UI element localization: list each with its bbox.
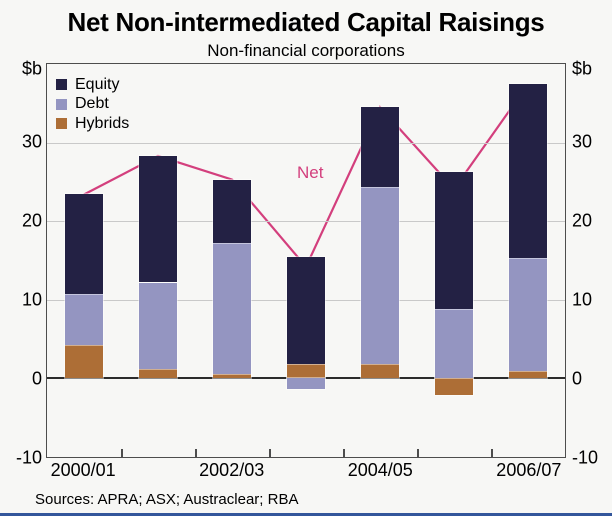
bar-segment-debt: [139, 282, 177, 369]
bar-2005/06: [417, 64, 491, 457]
chart-row: $b -10 0 10 20 30 Equity Debt Hybrids Net $b -…: [0, 59, 612, 468]
bar-2003/04: [269, 64, 343, 457]
y-tick-label--10: -10: [572, 447, 599, 468]
bar-segment-hybrids: [361, 364, 399, 379]
bar-segment-debt: [361, 186, 399, 365]
bar-2006/07: [491, 64, 565, 457]
x-tick-mark: [195, 449, 197, 457]
bar-segment-equity: [139, 155, 177, 283]
bar-segment-debt: [287, 378, 325, 389]
bar-2002/03: [195, 64, 269, 457]
y-axis-right: $b -10 0 10 20 30: [566, 59, 612, 468]
bar-segment-equity: [65, 194, 103, 295]
y-tick-label-20: 20: [572, 210, 593, 231]
sources-note: Sources: APRA; ASX; Austraclear; RBA: [35, 491, 299, 508]
y-tick-label-20: 20: [21, 210, 42, 231]
legend-label: Debt: [75, 95, 109, 113]
legend-swatch-debt: [56, 98, 67, 110]
legend: Equity Debt Hybrids: [56, 75, 129, 134]
chart-subtitle: Non-financial corporations: [207, 41, 405, 60]
x-tick-mark: [269, 449, 271, 457]
bar-2001/02: [121, 64, 195, 457]
bar-segment-debt: [435, 309, 473, 379]
bar-segment-equity: [361, 107, 399, 187]
net-line-label: Net: [297, 163, 324, 182]
bar-segment-hybrids: [287, 364, 325, 379]
legend-swatch-hybrids: [56, 118, 67, 130]
bar-2004/05: [343, 64, 417, 457]
x-tick-label-2002-03: 2002/03: [199, 460, 265, 480]
y-tick-label-0: 0: [572, 368, 583, 389]
y-axis-unit-right: $b: [572, 58, 593, 79]
y-tick-label-10: 10: [572, 289, 593, 310]
gridline-y-20: [47, 221, 565, 223]
gridline-y-30: [47, 142, 565, 144]
y-tick-label-0: 0: [31, 368, 42, 389]
footer-rule: [0, 513, 612, 516]
bar-segment-hybrids: [213, 374, 251, 379]
x-tick-mark: [417, 449, 419, 457]
legend-swatch-equity: [56, 79, 67, 91]
bar-segment-hybrids: [435, 378, 473, 395]
x-tick-mark: [491, 449, 493, 457]
x-tick-mark: [121, 449, 123, 457]
legend-item-hybrids: Hybrids: [56, 114, 129, 134]
bar-segment-equity: [213, 179, 251, 244]
bar-segment-equity: [509, 84, 547, 259]
x-tick-label-2004-05: 2004/05: [347, 460, 413, 480]
bar-segment-debt: [213, 243, 251, 375]
plot-area: Equity Debt Hybrids Net: [46, 63, 566, 458]
y-axis-left: $b -10 0 10 20 30: [0, 59, 46, 468]
bar-2000/01: [47, 64, 121, 457]
bar-segment-hybrids: [65, 345, 103, 379]
x-tick-label-2000-01: 2000/01: [50, 460, 116, 480]
y-tick-label--10: -10: [15, 447, 42, 468]
legend-item-debt: Debt: [56, 95, 129, 115]
legend-item-equity: Equity: [56, 75, 129, 95]
x-axis-labels: 2000/01 2002/03 2004/05 2006/07: [46, 460, 566, 482]
x-tick-label-2006-07: 2006/07: [496, 460, 562, 480]
x-tick-mark: [343, 449, 345, 457]
y-tick-label-30: 30: [572, 131, 593, 152]
legend-label: Equity: [75, 75, 120, 93]
bar-segment-equity: [287, 256, 325, 365]
chart-title: Net Non-intermediated Capital Raisings: [67, 7, 545, 37]
y-tick-label-10: 10: [21, 289, 42, 310]
bar-segment-debt: [509, 258, 547, 372]
y-axis-unit-left: $b: [21, 58, 42, 79]
bar-segment-debt: [65, 294, 103, 346]
bar-segment-hybrids: [139, 368, 177, 379]
bar-segment-hybrids: [509, 371, 547, 379]
y-tick-label-30: 30: [21, 131, 42, 152]
legend-label: Hybrids: [75, 114, 130, 132]
bar-segment-equity: [435, 172, 473, 310]
